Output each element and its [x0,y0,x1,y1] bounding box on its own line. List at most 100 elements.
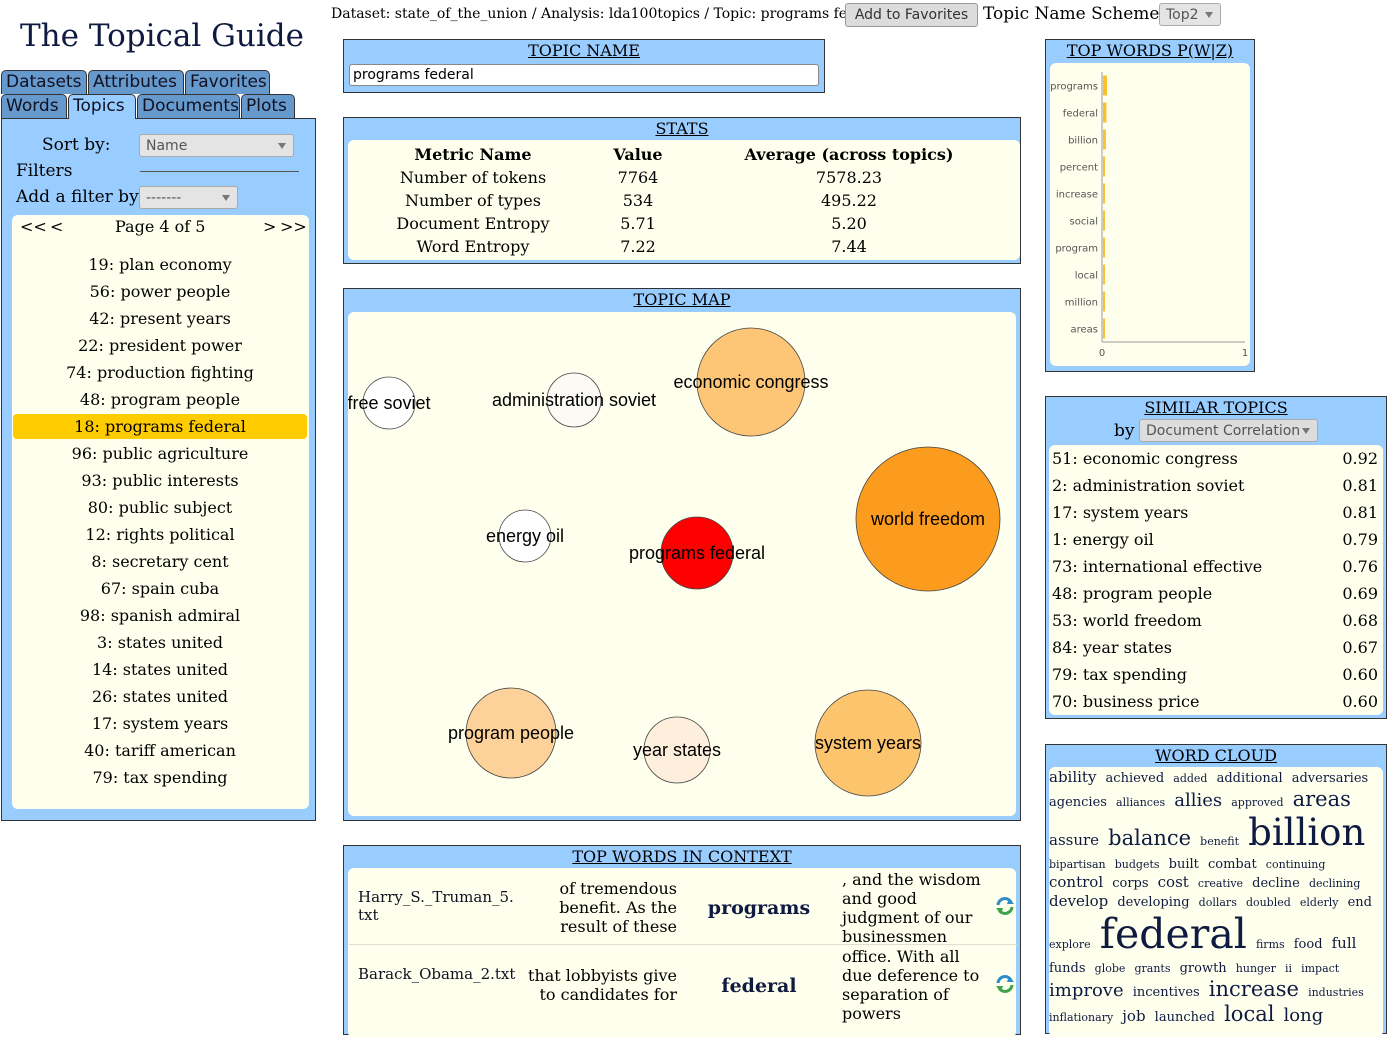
word-cloud-word[interactable]: impact [1301,962,1340,976]
word-cloud-word[interactable]: firms [1255,937,1285,951]
word-cloud-word[interactable]: developing [1117,895,1190,911]
topic-map-bubble[interactable] [814,689,922,797]
topic-map-bubble[interactable] [855,446,1001,592]
word-cloud-word[interactable]: launched [1154,1009,1215,1025]
similar-topic-row[interactable]: 2: administration soviet 0.81 [1052,472,1382,499]
word-cloud-word[interactable]: continuing [1265,858,1326,872]
similar-topic-row[interactable]: 84: year states 0.67 [1052,634,1382,661]
word-cloud-word[interactable]: added [1173,772,1208,785]
topic-map-bubble[interactable] [643,716,711,784]
similar-topic-row[interactable]: 53: world freedom 0.68 [1052,607,1382,634]
word-cloud-word[interactable]: cost [1157,873,1189,892]
topic-list-item[interactable]: 19: plan economy [88,255,232,274]
word-cloud-word[interactable]: agencies [1049,794,1107,810]
similar-topic-name[interactable]: 17: system years [1052,503,1189,522]
word-cloud-word[interactable]: adversaries [1291,771,1369,786]
word-cloud-word[interactable]: develop [1049,892,1109,911]
topic-list-item[interactable]: 56: power people [89,282,231,301]
word-cloud-word[interactable]: increase [1208,977,1299,1002]
word-cloud-word[interactable]: globe [1094,962,1126,976]
topic-list-item[interactable]: 26: states united [91,687,229,706]
add-filter-select[interactable]: ------- [139,186,238,209]
topic-map-bubble[interactable] [362,376,416,430]
sort-by-select[interactable]: Name [139,134,294,157]
topic-list-item[interactable]: 3: states united [97,633,223,652]
similar-topic-row[interactable]: 70: business price 0.60 [1052,688,1382,715]
tab-favorites[interactable]: Favorites [185,70,270,94]
topic-list-item[interactable]: 80: public subject [87,498,233,517]
word-cloud-word[interactable]: approved [1231,795,1284,809]
word-cloud-word[interactable]: areas [1292,786,1351,811]
word-cloud-word[interactable]: benefit [1200,834,1240,848]
word-cloud-word[interactable]: decline [1252,876,1300,892]
similar-topic-name[interactable]: 51: economic congress [1052,449,1238,468]
word-cloud-word[interactable]: balance [1108,825,1192,850]
similar-topic-name[interactable]: 48: program people [1052,584,1213,603]
tab-words[interactable]: Words [1,94,67,118]
similar-topic-row[interactable]: 79: tax spending 0.60 [1052,661,1382,688]
topic-list-item[interactable]: 93: public interests [81,471,239,490]
topic-map-bubble[interactable] [465,687,557,779]
topic-map-node[interactable]: programs federal [629,516,765,590]
word-cloud-word[interactable]: industries [1308,986,1364,1000]
similar-topic-name[interactable]: 2: administration soviet [1052,476,1245,495]
word-cloud-word[interactable]: dollars [1198,896,1237,910]
topic-list-item[interactable]: 79: tax spending [92,768,228,787]
topic-list-item[interactable]: 48: program people [79,390,241,409]
tab-datasets[interactable]: Datasets [1,70,87,94]
topic-map-node[interactable]: world freedom [855,446,1001,592]
word-cloud-word[interactable]: budgets [1114,858,1160,872]
word-cloud-word[interactable]: allies [1174,789,1223,811]
topic-map-bubble[interactable] [498,509,552,563]
word-cloud-word[interactable]: ii [1284,962,1292,976]
word-cloud-word[interactable]: funds [1049,961,1086,977]
pager-prev-button[interactable]: < [50,217,64,236]
word-cloud-word[interactable]: declining [1308,877,1361,891]
word-cloud-word[interactable]: job [1122,1006,1146,1025]
topic-map-node[interactable]: year states [633,716,721,784]
word-cloud-word[interactable]: elderly [1299,896,1339,910]
topic-list-item[interactable]: 8: secretary cent [91,552,229,571]
topic-list-item[interactable]: 17: system years [91,714,229,733]
topic-list-item[interactable]: 96: public agriculture [71,444,249,463]
similar-topic-name[interactable]: 84: year states [1052,638,1172,657]
topic-list-item[interactable]: 12: rights political [85,525,235,544]
topic-name-input[interactable] [349,64,819,86]
topic-map-node[interactable]: program people [448,687,574,779]
word-cloud-word[interactable]: control [1049,873,1104,892]
context-file-link[interactable]: Harry_S._Truman_5.txt [358,888,514,924]
word-cloud-word[interactable]: creative [1197,877,1244,891]
similar-by-select[interactable]: Document Correlation [1139,419,1318,442]
topic-map-bubble[interactable] [546,372,602,428]
topic-list-item[interactable]: 98: spanish admiral [79,606,241,625]
similar-topic-row[interactable]: 51: economic congress 0.92 [1052,445,1382,472]
refresh-icon[interactable] [994,895,1016,917]
similar-topic-name[interactable]: 73: international effective [1052,557,1263,576]
word-cloud-word[interactable]: full [1331,933,1357,952]
similar-topic-name[interactable]: 70: business price [1052,692,1200,711]
topic-map-node[interactable]: administration soviet [492,372,656,428]
topic-list-item[interactable]: 40: tariff american [84,741,236,760]
refresh-icon[interactable] [994,973,1016,995]
topic-name-scheme-select[interactable]: Top2 [1159,3,1221,26]
topic-map-bubble[interactable] [660,516,734,590]
word-cloud-word[interactable]: local [1224,1001,1275,1026]
word-cloud-word[interactable]: end [1347,895,1372,911]
topic-map-node[interactable]: system years [814,689,922,797]
word-cloud-word[interactable]: hunger [1235,962,1276,976]
tab-documents[interactable]: Documents [137,94,240,118]
word-cloud-word[interactable]: improve [1049,980,1124,1002]
similar-topic-row[interactable]: 73: international effective 0.76 [1052,553,1382,580]
similar-topic-name[interactable]: 53: world freedom [1052,611,1202,630]
word-cloud-word[interactable]: doubled [1245,896,1291,910]
topic-list-item[interactable]: 22: president power [78,336,242,355]
word-cloud-word[interactable]: additional [1216,771,1283,786]
topic-list-item[interactable]: 74: production fighting [66,363,254,382]
similar-topic-row[interactable]: 48: program people 0.69 [1052,580,1382,607]
word-cloud-word[interactable]: assure [1049,830,1100,849]
word-cloud-word[interactable]: grants [1134,962,1171,976]
word-cloud-word[interactable]: corps [1112,876,1149,892]
word-cloud-word[interactable]: bipartisan [1049,858,1106,872]
add-to-favorites-button[interactable]: Add to Favorites [845,3,978,27]
pager-last-button[interactable]: >> [280,217,307,236]
